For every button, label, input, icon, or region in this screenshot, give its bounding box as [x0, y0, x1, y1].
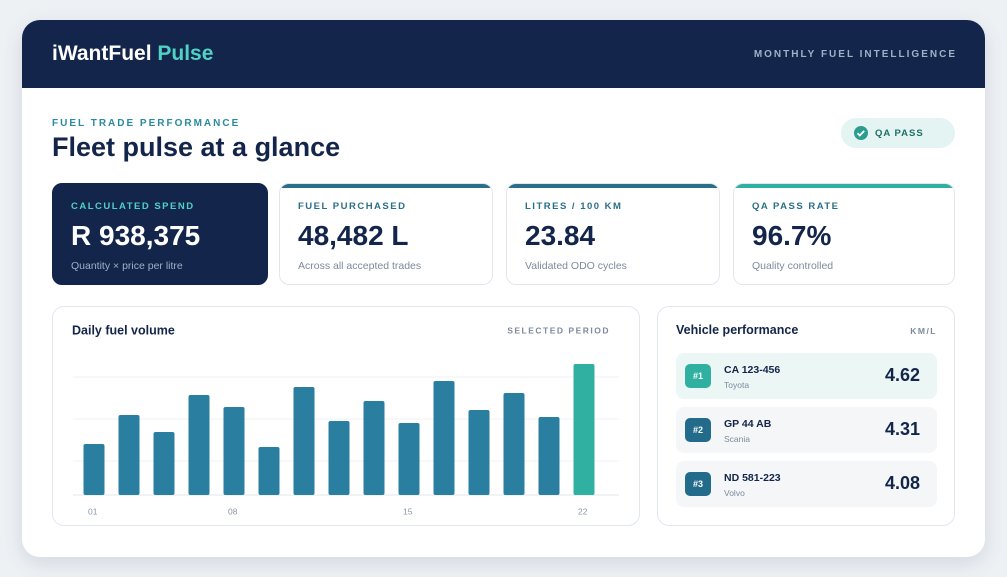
tagline: MONTHLY FUEL INTELLIGENCE — [753, 49, 957, 60]
km-per-litre: 4.62 — [884, 365, 920, 385]
kpi-note: Quantity × price per litre — [71, 260, 183, 272]
kpi-card: LITRES / 100 KM 23.84 Validated ODO cycles — [506, 183, 720, 285]
kpi-label: CALCULATED SPEND — [71, 201, 195, 212]
kpi-card: CALCULATED SPEND R 938,375 Quantity × pr… — [52, 183, 268, 285]
km-per-litre: 4.08 — [884, 473, 920, 493]
bar — [188, 395, 210, 495]
bar — [118, 415, 140, 495]
kpi-value: 23.84 — [525, 220, 596, 251]
chart-subtitle: SELECTED PERIOD — [507, 325, 610, 335]
bar — [433, 381, 455, 495]
x-tick-label: 22 — [578, 506, 588, 516]
bar — [328, 421, 350, 495]
x-tick-label: 15 — [403, 506, 413, 516]
bar — [83, 444, 105, 495]
plate: CA 123-456 — [724, 364, 781, 376]
dashboard-card: iWantFuel Pulse MONTHLY FUEL INTELLIGENC… — [22, 20, 985, 557]
make: Volvo — [724, 488, 745, 498]
x-tick-label: 01 — [88, 506, 98, 516]
qa-badge: QA PASS — [841, 118, 955, 148]
unit: KM/L — [910, 326, 937, 336]
bar — [293, 387, 315, 495]
kpi-card: FUEL PURCHASED 48,482 L Across all accepte… — [279, 183, 493, 285]
plate: GP 44 AB — [724, 418, 772, 430]
eyebrow: FUEL TRADE PERFORMANCE — [52, 118, 241, 129]
kpi-value: R 938,375 — [71, 220, 201, 251]
check-icon — [854, 126, 868, 140]
bar — [153, 432, 175, 495]
kpi-card: QA PASS RATE 96.7% Quality controlled — [733, 183, 955, 285]
bar — [503, 393, 525, 495]
section-title: Fleet pulse at a glance — [52, 132, 341, 162]
make: Scania — [724, 434, 750, 444]
brand-accent: Pulse — [157, 42, 214, 65]
bar — [363, 401, 385, 495]
vehicle-row: #3 ND 581-223 Volvo 4.08 — [676, 461, 937, 507]
kpi-note: Validated ODO cycles — [525, 260, 627, 272]
chart: Daily fuel volume SELECTED PERIOD 01 08 15… — [72, 323, 619, 516]
bar — [398, 423, 420, 495]
panel-title: Vehicle performance — [676, 323, 799, 337]
make: Toyota — [724, 380, 750, 390]
chart-panel: Daily fuel volume SELECTED PERIOD 01 08 15… — [52, 306, 640, 526]
bar — [223, 407, 245, 495]
bar — [258, 447, 280, 495]
x-tick-label: 08 — [228, 506, 238, 516]
rank: #3 — [685, 472, 711, 496]
vehicle-row: #2 GP 44 AB Scania 4.31 — [676, 407, 937, 453]
vehicle-panel: Vehicle performance KM/L #1 CA 123-456 Toy… — [657, 306, 955, 526]
bar — [538, 417, 560, 495]
kpi-value: 48,482 L — [298, 220, 409, 251]
rank: #2 — [685, 418, 711, 442]
kpi-note: Across all accepted trades — [298, 260, 422, 272]
vehicle-row: #1 CA 123-456 Toyota 4.62 — [676, 353, 937, 399]
kpi-label: FUEL PURCHASED — [298, 201, 407, 212]
header: iWantFuel Pulse MONTHLY FUEL INTELLIGENC… — [22, 20, 985, 88]
rank: #1 — [685, 364, 711, 388]
plate: ND 581-223 — [724, 472, 781, 484]
bar — [573, 364, 595, 495]
brand: iWantFuel Pulse — [52, 42, 213, 66]
kpi-label: QA PASS RATE — [752, 201, 840, 212]
chart-title: Daily fuel volume — [72, 323, 175, 337]
km-per-litre: 4.31 — [884, 419, 920, 439]
brand-name: iWantFuel — [52, 42, 152, 65]
kpi-note: Quality controlled — [752, 260, 834, 272]
kpi-value: 96.7% — [752, 220, 832, 251]
badge-text: QA PASS — [875, 128, 924, 139]
bar — [468, 410, 490, 495]
kpi-label: LITRES / 100 KM — [525, 201, 623, 212]
